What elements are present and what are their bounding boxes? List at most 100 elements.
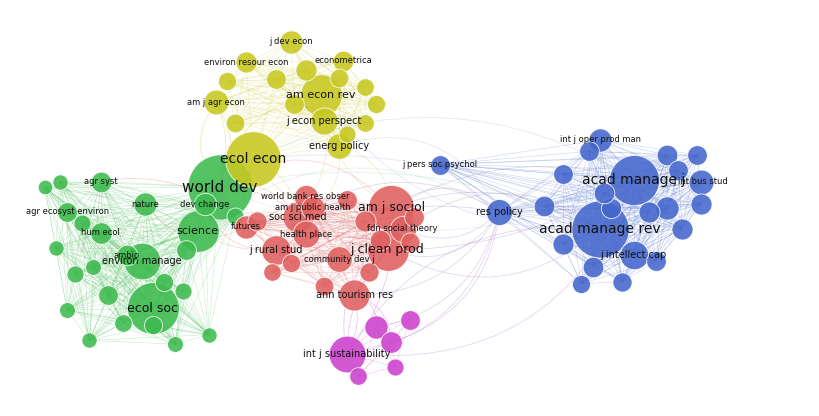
Point	[157, 278, 170, 285]
Point	[213, 184, 226, 191]
Point	[615, 278, 628, 285]
Text: ecol soc: ecol soc	[127, 302, 178, 315]
Point	[292, 214, 305, 221]
Text: j econ perspect: j econ perspect	[286, 116, 361, 126]
Point	[317, 118, 330, 124]
Point	[314, 91, 327, 98]
Point	[94, 178, 107, 185]
Point	[407, 214, 420, 221]
Text: j intellect cap: j intellect cap	[600, 250, 666, 260]
Point	[574, 280, 587, 287]
Point	[347, 292, 360, 298]
Point	[403, 239, 416, 245]
Point	[586, 263, 599, 270]
Text: soc sci med: soc sci med	[269, 213, 327, 223]
Point	[146, 305, 159, 312]
Point	[432, 161, 446, 168]
Point	[94, 229, 107, 236]
Point	[340, 131, 353, 138]
Point	[694, 201, 707, 208]
Point	[358, 84, 371, 90]
Text: am j public health: am j public health	[275, 203, 351, 213]
Point	[384, 205, 397, 211]
Point	[53, 178, 66, 185]
Point	[228, 212, 241, 219]
Point	[61, 208, 74, 215]
Point	[340, 197, 353, 204]
Point	[83, 337, 96, 344]
Point	[694, 178, 707, 185]
Text: am j agr econ: am j agr econ	[187, 98, 245, 106]
Text: econometrica: econometrica	[314, 56, 371, 65]
Point	[492, 208, 505, 215]
Text: int j oper prod man: int j oper prod man	[559, 136, 640, 144]
Text: am j sociol: am j sociol	[357, 201, 424, 215]
Point	[336, 57, 349, 64]
Point	[373, 237, 387, 243]
Text: hum ecol: hum ecol	[81, 228, 120, 237]
Point	[333, 74, 346, 81]
Text: community dev j: community dev j	[304, 255, 374, 264]
Point	[247, 156, 260, 162]
Point	[555, 171, 568, 177]
Point	[220, 78, 233, 84]
Point	[660, 205, 673, 211]
Point	[403, 316, 416, 323]
Point	[537, 203, 550, 209]
Text: j dev econ: j dev econ	[269, 37, 312, 46]
Point	[351, 373, 364, 380]
Text: agr syst: agr syst	[84, 177, 117, 186]
Point	[284, 38, 297, 45]
Text: science: science	[176, 226, 219, 236]
Point	[146, 322, 159, 329]
Text: res policy: res policy	[476, 207, 523, 217]
Point	[116, 320, 129, 327]
Point	[555, 240, 568, 247]
Point	[340, 350, 353, 357]
Point	[369, 324, 382, 330]
Point	[87, 263, 100, 270]
Point	[299, 193, 312, 200]
Point	[169, 341, 182, 347]
Point	[627, 252, 640, 259]
Text: am econ rev: am econ rev	[286, 89, 355, 99]
Point	[593, 136, 606, 143]
Text: j int bus stud: j int bus stud	[672, 177, 727, 186]
Point	[381, 246, 394, 253]
Text: agr ecosyst environ: agr ecosyst environ	[25, 207, 109, 216]
Text: j rural stud: j rural stud	[249, 245, 302, 255]
Point	[675, 225, 688, 232]
Point	[660, 152, 673, 158]
Point	[649, 258, 662, 264]
Point	[210, 99, 223, 105]
Point	[396, 225, 409, 232]
Point	[135, 258, 148, 264]
Point	[384, 339, 397, 346]
Point	[75, 220, 88, 226]
Text: health place: health place	[279, 230, 332, 239]
Text: int j sustainability: int j sustainability	[302, 349, 390, 359]
Text: futures: futures	[231, 223, 260, 231]
Point	[179, 246, 192, 253]
Point	[299, 67, 312, 73]
Point	[239, 223, 252, 230]
Point	[358, 119, 371, 126]
Text: ann tourism res: ann tourism res	[315, 290, 392, 300]
Point	[333, 256, 346, 262]
Point	[671, 167, 684, 173]
Point	[49, 244, 62, 251]
Point	[627, 176, 640, 183]
Point	[388, 364, 401, 370]
Point	[690, 152, 703, 158]
Text: j clean prod: j clean prod	[351, 243, 424, 256]
Point	[265, 269, 278, 276]
Text: world bank res obser: world bank res obser	[261, 192, 350, 201]
Point	[299, 231, 312, 238]
Text: environ resour econ: environ resour econ	[203, 58, 288, 67]
Point	[228, 119, 241, 126]
Text: acad manage rev: acad manage rev	[539, 222, 660, 236]
Text: ecol econ: ecol econ	[220, 152, 286, 166]
Point	[593, 225, 606, 232]
Text: environ manage: environ manage	[102, 256, 181, 266]
Point	[581, 148, 595, 155]
